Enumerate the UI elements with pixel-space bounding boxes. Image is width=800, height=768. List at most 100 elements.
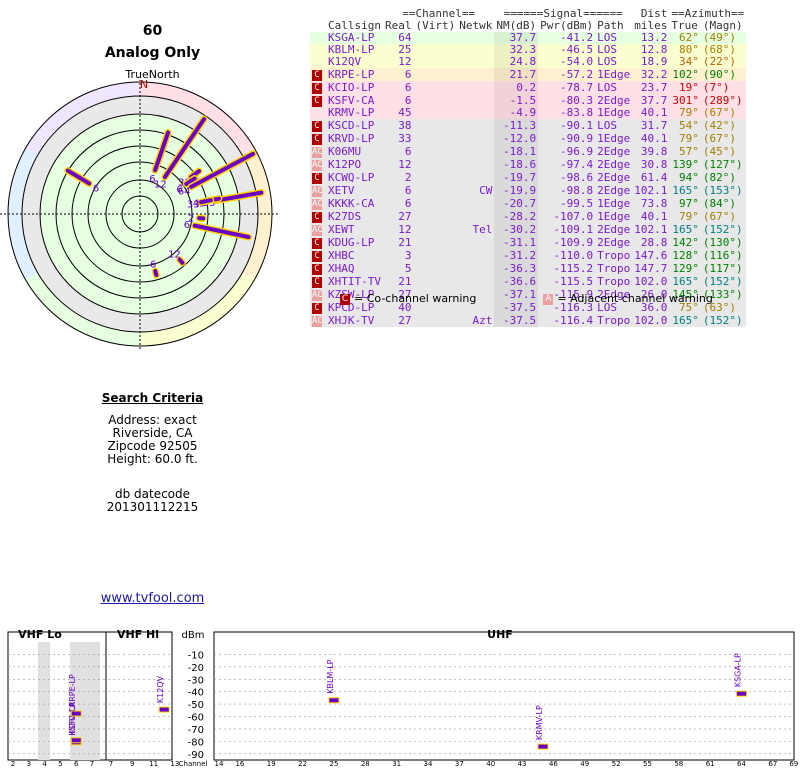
cell-virt [413,44,457,56]
cell-pwr: -90.9 [559,131,594,145]
tvfool-link[interactable]: www.tvfool.com [100,591,205,606]
db-value: 201301112215 [106,500,199,514]
table-row[interactable]: K12QV 12 24.8 -54.0 LOS 18.9 34° (22°) [310,56,747,68]
cell-nm: -28.2 [494,210,539,223]
adjacent-channel-legend-label: = Adjacent channel warning [557,292,713,305]
cell-callsign: KRVD-LP [328,131,375,145]
uhf-label: UHF [487,628,513,641]
channel-group-header: ==Channel== [402,7,476,20]
col-callsign: Callsign [328,19,381,32]
table-row[interactable]: C KSCD-LP 38 -11.3 -90.1 LOS 31.7 54° (42°) [310,118,747,132]
co-channel-warning-icon: C [312,251,322,262]
cell-netwk [457,145,494,158]
cell-nm: -37.5 [494,314,539,327]
cell-path: 2Edge [597,144,631,158]
table-row[interactable]: AC XEWT 12 Tel -30.2 -109.1 2Edge 102.1 165° (152… [310,222,747,236]
cell-real: 6 [404,144,412,158]
cell-dist: 12.8 [640,43,668,56]
channel-tick-label: 19 [267,760,276,768]
cell-callsign: XHBC [328,248,355,262]
table-row[interactable]: C K27DS 27 -28.2 -107.0 1Edge 40.1 79° (67°) [310,209,747,223]
radar-channel-label: 64 [178,187,191,198]
cell-pwr: -97.4 [559,157,594,171]
cell-real: 3 [404,248,412,262]
cell-az-magn: (63°) [702,300,737,314]
compass-label: TrueNorth [125,68,180,81]
search-address: Address: exact [108,413,197,427]
cell-az-magn: (45°) [702,144,737,158]
cell-callsign: K06MU [328,144,362,158]
table-row[interactable]: KBLM-LP 25 32.3 -46.5 LOS 12.8 80° (68°) [310,43,747,56]
table-row[interactable]: C XHTIT-TV 21 -36.6 -115.5 Tropo 102.0 165° (152… [310,274,747,288]
table-row[interactable]: AC K06MU 6 -18.1 -96.9 2Edge 39.8 57° (45°) [310,144,747,158]
table-row[interactable]: AC XETV 6 CW -19.9 -98.8 2Edge 102.1 165° (153°) [310,183,747,197]
col-pwr: Pwr(dBm) [540,19,594,32]
cell-virt [413,184,457,197]
table-row[interactable]: AC KKKK-CA 6 -20.7 -99.5 1Edge 73.8 97° (84°) [310,197,747,210]
table-row[interactable]: C KSFV-CA 6 -1.5 -80.3 2Edge 37.7 301° (289°) [310,94,747,107]
table-row[interactable]: C KCIO-LP 6 0.2 -78.7 LOS 23.7 19° (7°) [310,81,747,94]
cell-dist: 61.4 [640,170,668,184]
cell-netwk [457,197,494,210]
warning-flag: C [310,94,326,107]
spectrum-signal-label: KRPE-LP [68,674,77,707]
cell-az-magn: (117°) [702,261,743,275]
cell-az-true: 75° [679,300,699,314]
cell-path: Tropo [597,313,631,327]
table-row[interactable]: C KPCD-LP 40 -37.5 -116.3 LOS 36.0 75° (63°) [310,300,747,314]
cell-nm: 21.7 [494,68,539,81]
cell-netwk [457,262,494,275]
table-row[interactable]: AC XHJK-TV 27 Azt -37.5 -116.4 Tropo 102.0 165°(… [310,313,747,327]
warning-flag: C [310,275,326,288]
radar-signal-bar [192,223,251,240]
warning-flag: AC [310,314,326,327]
cell-dist: 30.8 [640,157,668,171]
cell-dist: 40.1 [640,209,668,223]
cell-nm: -18.6 [494,158,539,171]
cell-az-magn: (127°) [702,157,743,171]
table-row[interactable]: C KRPE-LP 6 21.7 -57.2 1Edge 32.2 102° (90°) [310,68,747,81]
radar-channel-label: 6 [176,184,182,195]
cell-pwr: -98.6 [559,170,594,184]
cell-real: 38 [398,118,412,132]
channel-tick-label: 31 [392,760,401,768]
channel-tick-label: 43 [518,760,527,768]
vhf-lo-label: VHF Lo [18,628,62,641]
cell-dist: 39.8 [640,144,668,158]
cell-callsign: KSGA-LP [328,31,375,44]
cell-netwk [457,107,494,119]
radar-signal-bar [153,130,171,173]
table-row[interactable]: C XHAQ 5 -36.3 -115.2 Tropo 147.7 129° (117°) [310,261,747,275]
cell-real: 12 [398,222,412,236]
table-row[interactable]: C XHBC 3 -31.2 -110.0 Tropo 147.6 128° (116°) [310,248,747,262]
cell-az-magn: (152°) [702,313,743,327]
cell-netwk [457,94,494,107]
cell-nm: -31.2 [494,249,539,262]
radar-channel-label: 12 [168,250,181,261]
cell-nm: -37.5 [494,301,539,314]
channel-number: 60 [142,23,163,39]
cell-real: 27 [398,209,412,223]
cell-path: Tropo [597,248,631,262]
cell-callsign: XHTIT-TV [328,274,381,288]
cell-az-magn: (49°) [702,31,737,44]
table-row[interactable]: C KDUG-LP 21 -31.1 -109.9 2Edge 28.8 142° (130°) [310,236,747,249]
cell-nm: -36.6 [494,275,539,288]
channel-tick-label: 28 [361,760,370,768]
table-row[interactable]: AC K12PO 12 -18.6 -97.4 2Edge 30.8 139° (127°) [310,157,747,171]
table-row[interactable]: KSGA-LP 64 37.7 -41.2 LOS 13.2 62° (49°) [310,31,747,44]
cell-virt [413,107,457,119]
table-row[interactable]: KRMV-LP 45 -4.9 -83.8 1Edge 40.1 79° (67°) [310,107,747,119]
cell-nm: -37.1 [494,288,539,301]
table-row[interactable]: C KCWQ-LP 2 -19.7 -98.6 2Edge 61.4 94° (82°) [310,170,747,184]
cell-az-true: 80° [679,43,699,56]
cell-az-true: 165° [672,183,699,197]
table-row[interactable]: AC KZSW-LP 27 -37.1 -115.9 2Edge 26.0 145° (133°… [310,288,747,301]
cell-netwk [457,32,494,44]
table-row[interactable]: C KRVD-LP 33 -12.0 -90.9 1Edge 40.1 79° (67°) [310,131,747,145]
warning-flag: AC [310,197,326,210]
cell-netwk [457,132,494,145]
dist-group-header: Dist [640,7,668,20]
radar-channel-label: 6 [149,174,155,185]
cell-netwk [457,44,494,56]
